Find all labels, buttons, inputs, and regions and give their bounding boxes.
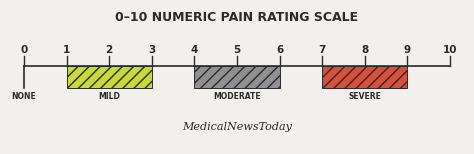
Text: 5: 5 [233, 45, 241, 55]
Text: 8: 8 [361, 45, 368, 55]
Text: NONE: NONE [12, 92, 36, 101]
Text: MILD: MILD [98, 92, 120, 101]
Text: 4: 4 [191, 45, 198, 55]
Text: 1: 1 [63, 45, 70, 55]
Text: 7: 7 [319, 45, 326, 55]
Bar [322, 66, 407, 88]
Text: 0–10 NUMERIC PAIN RATING SCALE: 0–10 NUMERIC PAIN RATING SCALE [116, 11, 358, 24]
Text: 6: 6 [276, 45, 283, 55]
Text: 2: 2 [106, 45, 113, 55]
Text: 3: 3 [148, 45, 155, 55]
Text: MODERATE: MODERATE [213, 92, 261, 101]
Bar [67, 66, 152, 88]
Text: 10: 10 [443, 45, 457, 55]
Text: SEVERE: SEVERE [348, 92, 381, 101]
Text: 9: 9 [404, 45, 411, 55]
Text: MedicalNewsToday: MedicalNewsToday [182, 122, 292, 132]
Bar [194, 66, 280, 88]
Text: 0: 0 [20, 45, 27, 55]
